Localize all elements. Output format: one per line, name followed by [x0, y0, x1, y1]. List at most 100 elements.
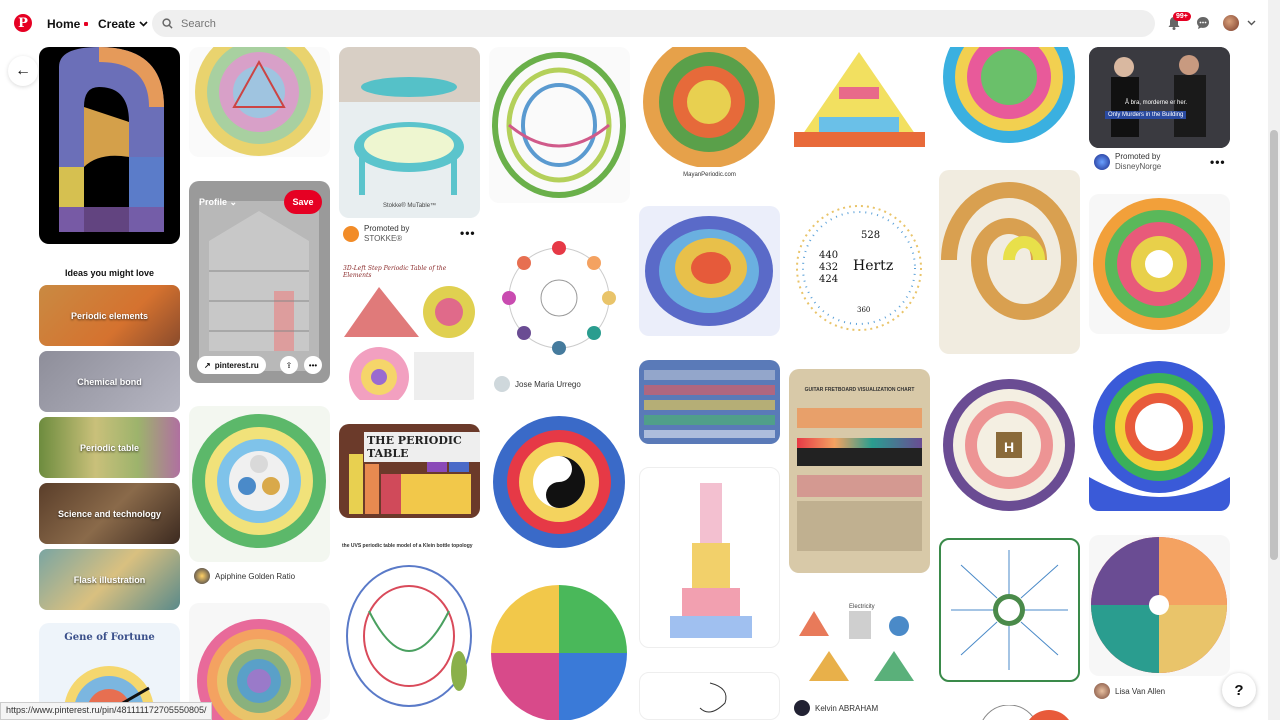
- pin-hydrogen-wheel[interactable]: H: [939, 377, 1080, 514]
- create-menu[interactable]: Create: [98, 17, 148, 31]
- pin-3d-periodic[interactable]: [639, 206, 780, 336]
- account-chevron-icon[interactable]: [1247, 20, 1256, 26]
- pin-author-apiphine[interactable]: Apiphine Golden Ratio: [194, 568, 295, 584]
- pin-promoted-stokke[interactable]: Promoted by STOKKE®: [343, 224, 409, 244]
- idea-label: Periodic elements: [70, 310, 149, 321]
- search-input[interactable]: [181, 17, 1081, 30]
- more-options-icon[interactable]: •••: [460, 226, 476, 240]
- pin-yin-yang-wheel[interactable]: [489, 412, 630, 552]
- pin-image: [645, 216, 773, 326]
- idea-science-technology[interactable]: Science and technology: [39, 483, 180, 544]
- pin-disney-promo[interactable]: Å bra, morderne er her. Only Murders in …: [1089, 47, 1230, 148]
- messages-icon[interactable]: [1195, 15, 1211, 31]
- pin-image: [941, 182, 1078, 320]
- pinterest-logo-icon[interactable]: P: [14, 14, 32, 32]
- pin-image: [797, 408, 922, 551]
- pin-klein-bottle[interactable]: the UVS periodic table model of a Klein …: [339, 541, 480, 720]
- pin-image: [670, 483, 752, 638]
- more-options-icon[interactable]: •••: [1210, 155, 1226, 169]
- hertz-bottom: 360: [857, 306, 871, 314]
- pin-color-rings-2[interactable]: [1089, 194, 1230, 334]
- pin-rainbow-arc[interactable]: [1089, 357, 1230, 511]
- pin-left-step[interactable]: 3D-Left Step Periodic Table of the Eleme…: [339, 262, 480, 400]
- pin-image: [492, 52, 626, 198]
- idea-periodic-elements[interactable]: Periodic elements: [39, 285, 180, 346]
- pin-image: [982, 705, 1069, 720]
- pin-pyramid-table[interactable]: [789, 47, 930, 175]
- idea-periodic-table[interactable]: Periodic table: [39, 417, 180, 478]
- pin-title: 3D-Left Step Periodic Table of the Eleme…: [343, 265, 447, 279]
- author-avatar: [194, 568, 210, 584]
- home-tab[interactable]: Home: [47, 17, 89, 31]
- pin-image: [1089, 361, 1230, 511]
- save-button[interactable]: Save: [284, 190, 322, 214]
- pin-banner-text: THE PERIODIC TABLE: [364, 432, 480, 462]
- help-button[interactable]: ?: [1222, 673, 1256, 707]
- pin-bottom-partial[interactable]: [939, 705, 1080, 720]
- pin-author-kelvin[interactable]: Kelvin ABRAHAM: [794, 700, 878, 716]
- idea-flask-illustration[interactable]: Flask illustration: [39, 549, 180, 610]
- pin-sketch[interactable]: [639, 672, 780, 720]
- pin-guitar-fretboard[interactable]: GUITAR FRETBOARD VISUALIZATION CHART: [789, 369, 930, 573]
- pin-color-circles[interactable]: [489, 226, 630, 371]
- pin-image: [951, 550, 1068, 670]
- pin-pi-circle[interactable]: [189, 406, 330, 562]
- pin-colorful-ring[interactable]: [939, 47, 1080, 147]
- pin-periodic-spiral[interactable]: [39, 47, 180, 244]
- pin-image: [1089, 47, 1230, 148]
- pin-circular-table-1[interactable]: [189, 47, 330, 157]
- pin-link-chip[interactable]: ↗ pinterest.ru: [197, 356, 266, 374]
- idea-label: Chemical bond: [77, 376, 142, 387]
- pin-image: [491, 585, 627, 720]
- pin-title: GUITAR FRETBOARD VISUALIZATION CHART: [804, 387, 915, 393]
- idea-label: Flask illustration: [73, 574, 146, 585]
- pin-electricity[interactable]: Electricity: [789, 596, 930, 694]
- idea-chemical-bond[interactable]: Chemical bond: [39, 351, 180, 412]
- top-bar: P Home Create 99+: [0, 0, 1268, 47]
- pin-title: the UVS periodic table model of a Klein …: [342, 543, 473, 549]
- notifications-badge: 99+: [1173, 12, 1191, 21]
- pin-author-lisa[interactable]: Lisa Van Allen: [1094, 683, 1165, 699]
- chevron-down-icon: [139, 21, 148, 27]
- profile-dropdown[interactable]: Profile ⌄: [199, 197, 238, 207]
- pin-author-jose[interactable]: Jose Maria Urrego: [494, 376, 581, 392]
- pin-title: Electricity: [849, 604, 875, 610]
- search-bar[interactable]: [152, 10, 1155, 37]
- status-bar-url: https://www.pinterest.ru/pin/48111117270…: [0, 702, 213, 720]
- hertz-top: 528: [861, 230, 881, 241]
- pin-image: [59, 47, 164, 232]
- pin-image: [197, 619, 321, 720]
- more-options-icon[interactable]: •••: [304, 356, 322, 374]
- pin-spiral-table[interactable]: [939, 170, 1080, 354]
- pin-image: [794, 52, 925, 147]
- pin-promoted-disney[interactable]: Promoted by DisneyNorge: [1094, 152, 1161, 172]
- scrollbar-thumb[interactable]: [1270, 130, 1278, 560]
- pin-hertz[interactable]: 528 440 432 424 Hertz 360: [789, 198, 930, 344]
- disney-avatar: [1094, 154, 1110, 170]
- pin-periodic-banner[interactable]: THE PERIODIC TABLE: [339, 424, 480, 518]
- pin-image: [943, 47, 1075, 143]
- pin-image: [339, 47, 480, 195]
- pin-color-wheel[interactable]: [489, 575, 630, 720]
- pin-image: [344, 286, 475, 400]
- pin-image: [1091, 537, 1227, 673]
- pin-image: [1093, 198, 1225, 330]
- pin-image: [199, 201, 319, 371]
- pin-step-tower[interactable]: [639, 467, 780, 648]
- pin-mayan-periodic[interactable]: MayanPeriodic.com: [639, 47, 780, 182]
- stokke-avatar: [343, 226, 359, 242]
- promo-caption: Only Murders in the Building: [1105, 111, 1187, 119]
- pin-nalh4[interactable]: [939, 538, 1080, 682]
- pin-sunburst[interactable]: [1089, 535, 1230, 676]
- pin-pinterest-ru-hover[interactable]: [189, 181, 330, 383]
- share-icon[interactable]: ⇪: [280, 356, 298, 374]
- svg-text:H: H: [1004, 439, 1014, 455]
- pin-flags[interactable]: [639, 360, 780, 444]
- pin-mutable[interactable]: Stokke® MuTable™: [339, 47, 480, 218]
- pin-green-spiral[interactable]: [489, 47, 630, 203]
- back-arrow-icon[interactable]: ←: [8, 56, 38, 86]
- user-avatar[interactable]: [1223, 15, 1239, 31]
- pin-image: [493, 416, 625, 548]
- pin-image: [699, 682, 727, 713]
- pin-rainbow-rings[interactable]: [189, 603, 330, 720]
